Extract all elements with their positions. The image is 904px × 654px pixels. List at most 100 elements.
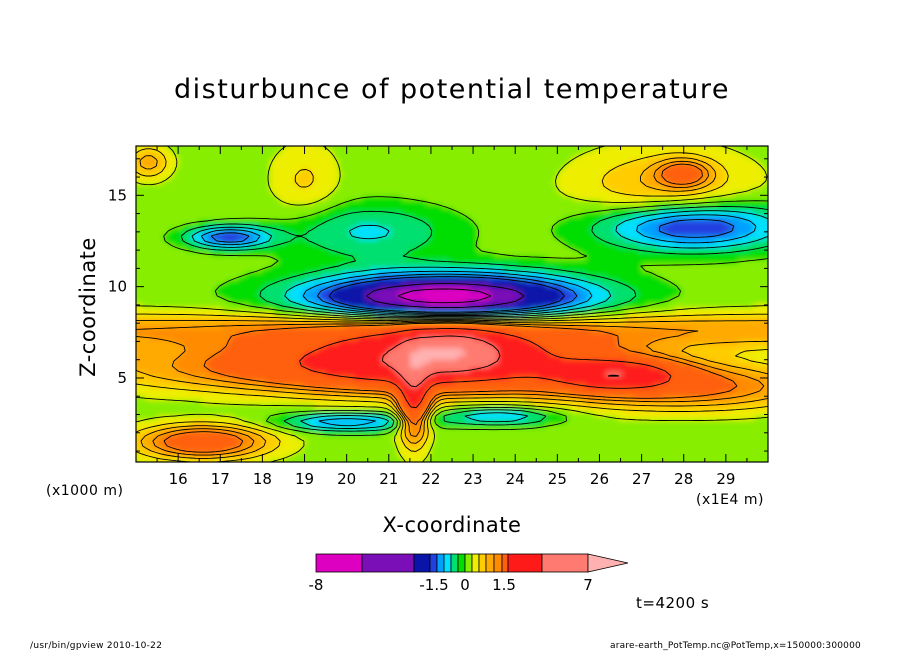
contour-cell xyxy=(222,216,227,221)
contour-cell xyxy=(310,188,315,193)
contour-cell xyxy=(222,156,227,161)
contour-cell xyxy=(670,188,675,193)
contour-cell xyxy=(738,168,743,173)
contour-cell xyxy=(702,156,707,161)
contour-cell xyxy=(198,244,203,249)
contour-cell xyxy=(306,188,311,193)
contour-cell xyxy=(678,236,683,241)
contour-cell xyxy=(546,240,551,245)
contour-cell xyxy=(754,140,759,145)
contour-cell xyxy=(174,236,179,241)
contour-cell xyxy=(482,220,487,225)
contour-cell xyxy=(158,232,163,237)
contour-cell xyxy=(378,156,383,161)
contour-cell xyxy=(498,212,503,217)
contour-cell xyxy=(538,176,543,181)
contour-cell xyxy=(650,164,655,169)
contour-cell xyxy=(198,248,203,253)
contour-cell xyxy=(266,228,271,233)
contour-cell xyxy=(750,172,755,177)
contour-cell xyxy=(582,148,587,153)
contour-cell xyxy=(238,232,243,237)
contour-cell xyxy=(470,172,475,177)
contour-cell xyxy=(402,208,407,213)
contour-cell xyxy=(670,180,675,185)
contour-cell xyxy=(566,248,571,253)
contour-cell xyxy=(602,252,607,257)
contour-cell xyxy=(378,192,383,197)
contour-cell xyxy=(690,240,695,245)
contour-cell xyxy=(214,156,219,161)
contour-cell xyxy=(626,208,631,213)
contour-cell xyxy=(434,256,439,261)
contour-cell xyxy=(150,192,155,197)
contour-cell xyxy=(274,212,279,217)
contour-cell xyxy=(374,220,379,225)
contour-cell xyxy=(378,148,383,153)
contour-cell xyxy=(678,224,683,229)
contour-cell xyxy=(342,156,347,161)
contour-cell xyxy=(322,172,327,177)
contour-cell xyxy=(662,240,667,245)
contour-cell xyxy=(434,176,439,181)
contour-cell xyxy=(250,252,255,257)
contour-cell xyxy=(602,240,607,245)
contour-cell xyxy=(690,172,695,177)
contour-cell xyxy=(578,184,583,189)
contour-cell xyxy=(642,140,647,145)
contour-cell xyxy=(454,220,459,225)
contour-cell xyxy=(294,192,299,197)
contour-cell xyxy=(342,188,347,193)
contour-cell xyxy=(678,248,683,253)
contour-cell xyxy=(550,196,555,201)
contour-cell xyxy=(506,232,511,237)
contour-cell xyxy=(622,152,627,157)
contour-cell xyxy=(614,168,619,173)
contour-cell xyxy=(326,212,331,217)
contour-cell xyxy=(486,146,491,149)
contour-cell xyxy=(442,148,447,153)
contour-cell xyxy=(350,196,355,201)
contour-cell xyxy=(670,208,675,213)
contour-cell xyxy=(430,220,435,225)
contour-cell xyxy=(486,236,491,241)
contour-cell xyxy=(590,224,595,229)
contour-cell xyxy=(414,224,419,229)
contour-cell xyxy=(362,216,367,221)
contour-cell xyxy=(162,260,167,265)
contour-cell xyxy=(746,252,751,257)
contour-cell xyxy=(146,260,151,265)
contour-cell xyxy=(770,192,775,197)
contour-cell xyxy=(394,248,399,253)
contour-cell xyxy=(474,180,479,185)
contour-cell xyxy=(494,188,499,193)
contour-cell xyxy=(574,240,579,245)
contour-cell xyxy=(302,204,307,209)
contour-cell xyxy=(614,156,619,161)
contour-cell xyxy=(702,220,707,225)
contour-cell xyxy=(498,216,503,221)
contour-cell xyxy=(522,192,527,197)
contour-cell xyxy=(670,248,675,253)
contour-cell xyxy=(406,184,411,189)
contour-cell xyxy=(666,256,671,261)
contour-cell xyxy=(374,260,379,265)
contour-cell xyxy=(410,172,415,177)
contour-cell xyxy=(670,196,675,201)
contour-cell xyxy=(570,232,575,237)
contour-cell xyxy=(490,160,495,165)
contour-cell xyxy=(190,164,195,169)
contour-cell xyxy=(750,184,755,189)
contour-cell xyxy=(422,196,427,201)
contour-cell xyxy=(530,184,535,189)
contour-cell xyxy=(314,172,319,177)
contour-cell xyxy=(310,236,315,241)
contour-cell xyxy=(378,172,383,177)
contour-cell xyxy=(210,140,215,145)
contour-cell xyxy=(242,220,247,225)
contour-cell xyxy=(234,160,239,165)
contour-cell xyxy=(354,172,359,177)
contour-cell xyxy=(446,180,451,185)
contour-cell xyxy=(718,184,723,189)
contour-cell xyxy=(582,192,587,197)
